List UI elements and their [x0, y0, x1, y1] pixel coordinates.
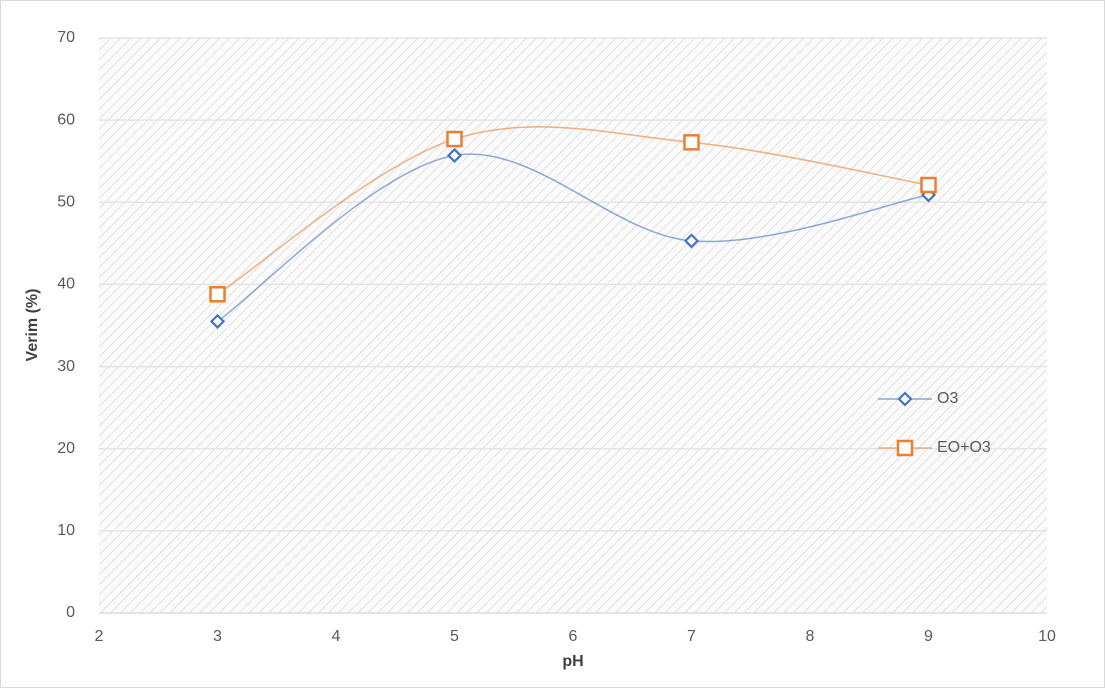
- marker: [897, 391, 913, 407]
- marker: [683, 233, 700, 249]
- marker: [209, 313, 226, 329]
- y-tick-label: 60: [57, 111, 75, 128]
- x-axis-title: pH: [562, 653, 583, 670]
- x-tick-label: 3: [213, 628, 222, 645]
- x-tick-label: 10: [1038, 628, 1056, 645]
- marker: [683, 134, 700, 151]
- y-tick-label: 20: [57, 440, 75, 457]
- x-tick-label: 7: [687, 628, 696, 645]
- series-line: [217, 153, 929, 323]
- y-tick-label: 30: [57, 358, 75, 375]
- plot-area: [99, 38, 1047, 613]
- legend-label: EO+O3: [937, 439, 991, 456]
- marker: [896, 439, 914, 457]
- marker: [209, 286, 226, 303]
- y-axis-title: Verim (%): [24, 289, 41, 362]
- y-tick-label: 40: [57, 276, 75, 293]
- x-tick-label: 6: [569, 628, 578, 645]
- marker: [446, 147, 463, 164]
- x-tick-label: 5: [450, 628, 459, 645]
- x-tick-label: 9: [924, 628, 933, 645]
- legend-label: O3: [937, 390, 958, 407]
- y-tick-label: 70: [57, 29, 75, 46]
- marker: [920, 176, 937, 194]
- y-tick-label: 50: [57, 194, 75, 211]
- x-tick-label: 4: [332, 628, 341, 645]
- marker: [446, 130, 463, 148]
- x-tick-label: 2: [95, 628, 104, 645]
- series-line: [217, 126, 929, 295]
- x-tick-label: 8: [806, 628, 815, 645]
- y-tick-label: 10: [57, 522, 75, 539]
- y-tick-label: 0: [66, 604, 75, 621]
